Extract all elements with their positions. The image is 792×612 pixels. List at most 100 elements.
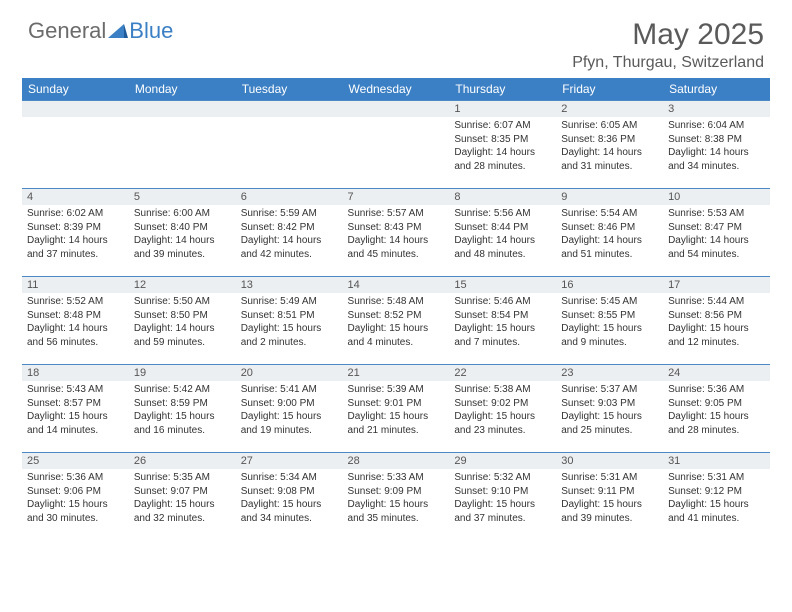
- day-details: Sunrise: 6:02 AMSunset: 8:39 PMDaylight:…: [22, 205, 129, 265]
- day-details: Sunrise: 5:57 AMSunset: 8:43 PMDaylight:…: [343, 205, 450, 265]
- calendar-cell: 23Sunrise: 5:37 AMSunset: 9:03 PMDayligh…: [556, 365, 663, 453]
- day-header-row: Sunday Monday Tuesday Wednesday Thursday…: [22, 78, 770, 101]
- day-number: 14: [343, 277, 450, 293]
- day-details: Sunrise: 5:45 AMSunset: 8:55 PMDaylight:…: [556, 293, 663, 353]
- day-details: Sunrise: 5:37 AMSunset: 9:03 PMDaylight:…: [556, 381, 663, 441]
- sunset-text: Sunset: 8:54 PM: [454, 309, 551, 323]
- logo-triangle-icon: [108, 18, 128, 44]
- sunset-text: Sunset: 8:52 PM: [348, 309, 445, 323]
- sunset-text: Sunset: 8:59 PM: [134, 397, 231, 411]
- day-number: 4: [22, 189, 129, 205]
- sunset-text: Sunset: 8:48 PM: [27, 309, 124, 323]
- day-details: Sunrise: 5:35 AMSunset: 9:07 PMDaylight:…: [129, 469, 236, 529]
- day-header: Sunday: [22, 78, 129, 101]
- daylight-text: Daylight: 14 hours and 34 minutes.: [668, 146, 765, 173]
- sunset-text: Sunset: 9:12 PM: [668, 485, 765, 499]
- calendar-cell: 6Sunrise: 5:59 AMSunset: 8:42 PMDaylight…: [236, 189, 343, 277]
- sunrise-text: Sunrise: 5:57 AM: [348, 207, 445, 221]
- sunrise-text: Sunrise: 5:56 AM: [454, 207, 551, 221]
- day-details: Sunrise: 5:41 AMSunset: 9:00 PMDaylight:…: [236, 381, 343, 441]
- sunrise-text: Sunrise: 5:52 AM: [27, 295, 124, 309]
- sunset-text: Sunset: 9:11 PM: [561, 485, 658, 499]
- day-details: Sunrise: 5:33 AMSunset: 9:09 PMDaylight:…: [343, 469, 450, 529]
- daylight-text: Daylight: 14 hours and 51 minutes.: [561, 234, 658, 261]
- day-details: Sunrise: 5:56 AMSunset: 8:44 PMDaylight:…: [449, 205, 556, 265]
- day-details: Sunrise: 5:54 AMSunset: 8:46 PMDaylight:…: [556, 205, 663, 265]
- calendar-cell: 19Sunrise: 5:42 AMSunset: 8:59 PMDayligh…: [129, 365, 236, 453]
- sunrise-text: Sunrise: 5:37 AM: [561, 383, 658, 397]
- logo: General Blue: [28, 18, 173, 44]
- day-number: 20: [236, 365, 343, 381]
- daylight-text: Daylight: 14 hours and 37 minutes.: [27, 234, 124, 261]
- day-details: Sunrise: 5:53 AMSunset: 8:47 PMDaylight:…: [663, 205, 770, 265]
- sunset-text: Sunset: 8:55 PM: [561, 309, 658, 323]
- sunrise-text: Sunrise: 5:53 AM: [668, 207, 765, 221]
- daylight-text: Daylight: 15 hours and 23 minutes.: [454, 410, 551, 437]
- calendar-week-row: 25Sunrise: 5:36 AMSunset: 9:06 PMDayligh…: [22, 453, 770, 541]
- daylight-text: Daylight: 15 hours and 21 minutes.: [348, 410, 445, 437]
- sunset-text: Sunset: 9:02 PM: [454, 397, 551, 411]
- title-block: May 2025 Pfyn, Thurgau, Switzerland: [572, 18, 764, 72]
- calendar-cell: 2Sunrise: 6:05 AMSunset: 8:36 PMDaylight…: [556, 101, 663, 189]
- daylight-text: Daylight: 15 hours and 39 minutes.: [561, 498, 658, 525]
- day-details: Sunrise: 5:38 AMSunset: 9:02 PMDaylight:…: [449, 381, 556, 441]
- daylight-text: Daylight: 14 hours and 31 minutes.: [561, 146, 658, 173]
- day-details: Sunrise: 5:36 AMSunset: 9:05 PMDaylight:…: [663, 381, 770, 441]
- day-number: 11: [22, 277, 129, 293]
- day-details: Sunrise: 5:48 AMSunset: 8:52 PMDaylight:…: [343, 293, 450, 353]
- location-text: Pfyn, Thurgau, Switzerland: [572, 54, 764, 72]
- day-number: [343, 101, 450, 117]
- calendar-cell: [22, 101, 129, 189]
- day-header: Thursday: [449, 78, 556, 101]
- daylight-text: Daylight: 14 hours and 45 minutes.: [348, 234, 445, 261]
- sunset-text: Sunset: 8:42 PM: [241, 221, 338, 235]
- daylight-text: Daylight: 14 hours and 54 minutes.: [668, 234, 765, 261]
- calendar-cell: 20Sunrise: 5:41 AMSunset: 9:00 PMDayligh…: [236, 365, 343, 453]
- calendar-week-row: 4Sunrise: 6:02 AMSunset: 8:39 PMDaylight…: [22, 189, 770, 277]
- daylight-text: Daylight: 15 hours and 9 minutes.: [561, 322, 658, 349]
- sunrise-text: Sunrise: 5:36 AM: [668, 383, 765, 397]
- daylight-text: Daylight: 15 hours and 34 minutes.: [241, 498, 338, 525]
- sunset-text: Sunset: 8:39 PM: [27, 221, 124, 235]
- sunrise-text: Sunrise: 5:41 AM: [241, 383, 338, 397]
- sunset-text: Sunset: 8:44 PM: [454, 221, 551, 235]
- sunset-text: Sunset: 9:01 PM: [348, 397, 445, 411]
- calendar-cell: 29Sunrise: 5:32 AMSunset: 9:10 PMDayligh…: [449, 453, 556, 541]
- calendar-cell: 28Sunrise: 5:33 AMSunset: 9:09 PMDayligh…: [343, 453, 450, 541]
- day-number: 26: [129, 453, 236, 469]
- calendar-cell: 7Sunrise: 5:57 AMSunset: 8:43 PMDaylight…: [343, 189, 450, 277]
- sunset-text: Sunset: 8:36 PM: [561, 133, 658, 147]
- day-details: Sunrise: 6:05 AMSunset: 8:36 PMDaylight:…: [556, 117, 663, 177]
- sunrise-text: Sunrise: 6:05 AM: [561, 119, 658, 133]
- daylight-text: Daylight: 15 hours and 4 minutes.: [348, 322, 445, 349]
- calendar-cell: 12Sunrise: 5:50 AMSunset: 8:50 PMDayligh…: [129, 277, 236, 365]
- calendar-body: 1Sunrise: 6:07 AMSunset: 8:35 PMDaylight…: [22, 101, 770, 541]
- calendar-week-row: 11 Sunrise: 5:52 AMSunset: 8:48 PM Dayligh…: [22, 277, 770, 365]
- day-number: 31: [663, 453, 770, 469]
- calendar-cell: 25Sunrise: 5:36 AMSunset: 9:06 PMDayligh…: [22, 453, 129, 541]
- day-number: 24: [663, 365, 770, 381]
- sunrise-text: Sunrise: 5:42 AM: [134, 383, 231, 397]
- sunrise-text: Sunrise: 5:59 AM: [241, 207, 338, 221]
- day-details: Sunrise: 6:04 AMSunset: 8:38 PMDaylight:…: [663, 117, 770, 177]
- day-number: 1: [449, 101, 556, 117]
- sunrise-text: Sunrise: 5:50 AM: [134, 295, 231, 309]
- daylight-text: Daylight: 15 hours and 37 minutes.: [454, 498, 551, 525]
- calendar-cell: 18Sunrise: 5:43 AMSunset: 8:57 PMDayligh…: [22, 365, 129, 453]
- daylight-text: Daylight: 15 hours and 35 minutes.: [348, 498, 445, 525]
- sunrise-text: Sunrise: 6:00 AM: [134, 207, 231, 221]
- daylight-text: Daylight: 15 hours and 12 minutes.: [668, 322, 765, 349]
- sunrise-text: Sunrise: 6:04 AM: [668, 119, 765, 133]
- sunrise-text: Sunrise: 5:31 AM: [668, 471, 765, 485]
- sunset-text: Sunset: 8:46 PM: [561, 221, 658, 235]
- day-header: Monday: [129, 78, 236, 101]
- day-number: 12: [129, 277, 236, 293]
- day-details: Sunrise: 5:50 AMSunset: 8:50 PMDaylight:…: [129, 293, 236, 353]
- day-details: Sunrise: 5:59 AMSunset: 8:42 PMDaylight:…: [236, 205, 343, 265]
- sunset-text: Sunset: 8:38 PM: [668, 133, 765, 147]
- sunset-text: Sunset: 8:57 PM: [27, 397, 124, 411]
- day-details: Sunrise: 5:49 AMSunset: 8:51 PMDaylight:…: [236, 293, 343, 353]
- calendar-cell: 16Sunrise: 5:45 AMSunset: 8:55 PMDayligh…: [556, 277, 663, 365]
- daylight-text: Daylight: 15 hours and 32 minutes.: [134, 498, 231, 525]
- day-number: 3: [663, 101, 770, 117]
